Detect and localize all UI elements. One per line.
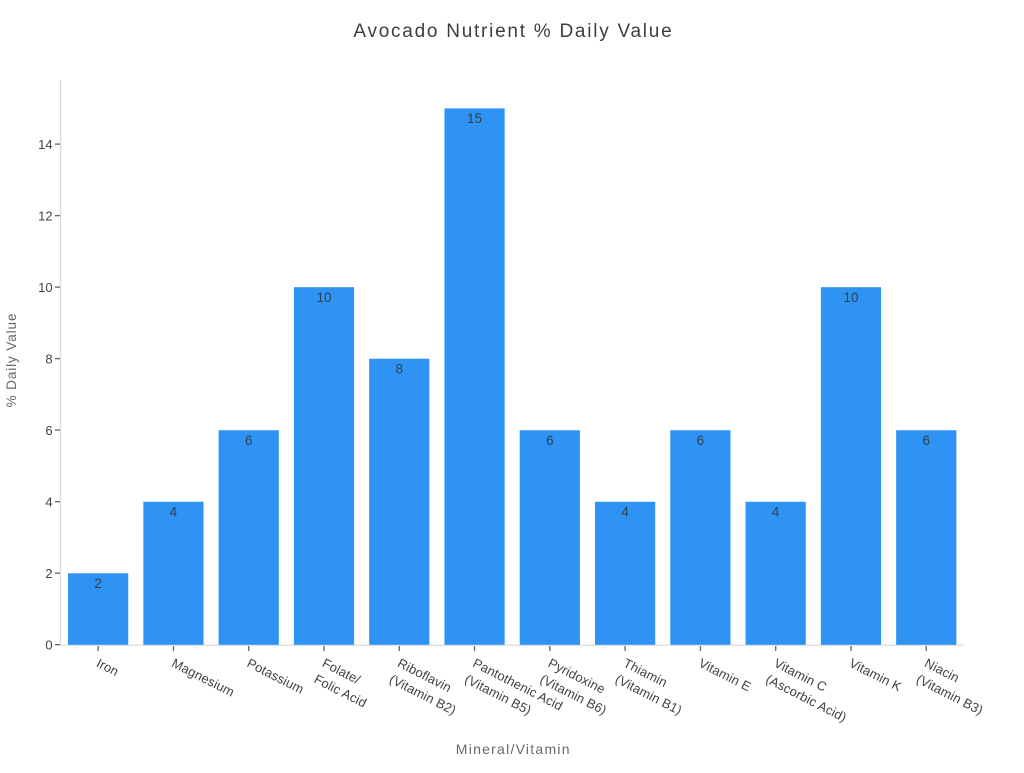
svg-text:10: 10 — [843, 290, 858, 305]
svg-text:0: 0 — [45, 637, 52, 652]
svg-text:6: 6 — [697, 433, 705, 448]
svg-text:8: 8 — [45, 351, 52, 366]
svg-text:6: 6 — [45, 423, 52, 438]
svg-text:8: 8 — [396, 361, 404, 376]
svg-text:4: 4 — [772, 504, 780, 519]
svg-text:6: 6 — [923, 433, 931, 448]
svg-text:% Daily Value: % Daily Value — [4, 313, 19, 408]
svg-text:15: 15 — [467, 111, 482, 126]
svg-text:6: 6 — [245, 433, 253, 448]
svg-text:14: 14 — [38, 137, 52, 152]
svg-text:12: 12 — [38, 208, 52, 223]
svg-text:Mineral/Vitamin: Mineral/Vitamin — [456, 741, 571, 757]
svg-text:Avocado Nutrient % Daily Value: Avocado Nutrient % Daily Value — [353, 21, 673, 42]
svg-text:6: 6 — [546, 433, 554, 448]
svg-text:4: 4 — [170, 504, 178, 519]
svg-text:4: 4 — [621, 504, 629, 519]
svg-text:10: 10 — [316, 290, 331, 305]
svg-text:4: 4 — [45, 494, 52, 509]
svg-text:10: 10 — [38, 280, 52, 295]
svg-text:2: 2 — [45, 566, 52, 581]
svg-text:2: 2 — [94, 576, 102, 591]
